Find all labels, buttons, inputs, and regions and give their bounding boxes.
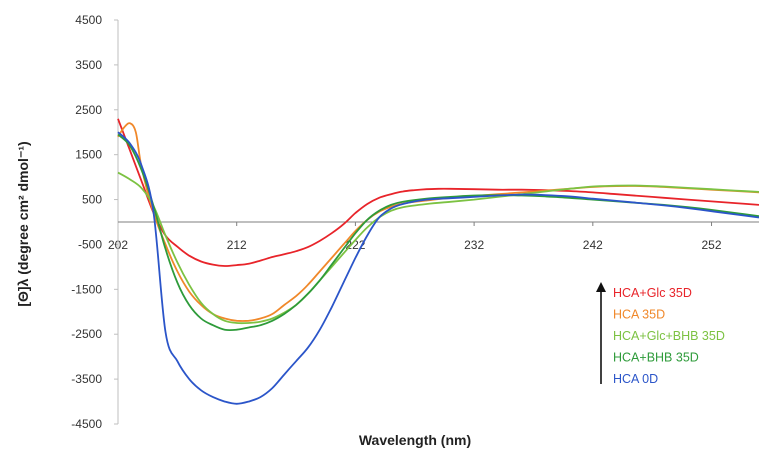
x-tick-label: 252	[702, 238, 722, 252]
x-tick-label: 232	[464, 238, 484, 252]
series-line-4	[117, 131, 759, 405]
legend-entry: HCA 35D	[613, 308, 665, 322]
y-tick-label: 2500	[75, 103, 102, 117]
y-tick-label: 500	[82, 193, 102, 207]
y-tick-label: -1500	[71, 282, 102, 296]
series-line-0	[117, 118, 759, 267]
y-tick-label: -3500	[71, 372, 102, 386]
y-axis-ticks: 4500 3500 2500 1500 500 -500 -1500 -2500 -3500 -4…	[71, 13, 118, 431]
legend-entry: HCA+Glc+BHB 35D	[613, 329, 725, 343]
series-line-3	[117, 133, 759, 332]
x-tick-label: 242	[583, 238, 603, 252]
legend-entry: HCA+Glc 35D	[613, 286, 692, 300]
y-tick-label: 4500	[75, 13, 102, 27]
x-tick-label: 212	[227, 238, 247, 252]
series-line-2	[117, 171, 759, 325]
y-tick-label: -2500	[71, 327, 102, 341]
x-axis-ticks: 202 212 222 232 242 252	[108, 222, 722, 252]
legend-entry: HCA 0D	[613, 372, 658, 386]
legend-entry: HCA+BHB 35D	[613, 351, 699, 365]
series-lines	[117, 118, 759, 405]
y-axis-title: [Θ]λ (degree cm² dmol⁻¹)	[15, 141, 31, 306]
legend-arrow-head	[596, 282, 606, 292]
y-tick-label: -500	[78, 237, 102, 251]
y-tick-label: 1500	[75, 148, 102, 162]
y-tick-label: -4500	[71, 417, 102, 431]
y-tick-label: 3500	[75, 58, 102, 72]
x-axis-title: Wavelength (nm)	[359, 432, 471, 448]
legend: HCA+Glc 35D HCA 35D HCA+Glc+BHB 35D HCA+BHB…	[596, 282, 725, 386]
